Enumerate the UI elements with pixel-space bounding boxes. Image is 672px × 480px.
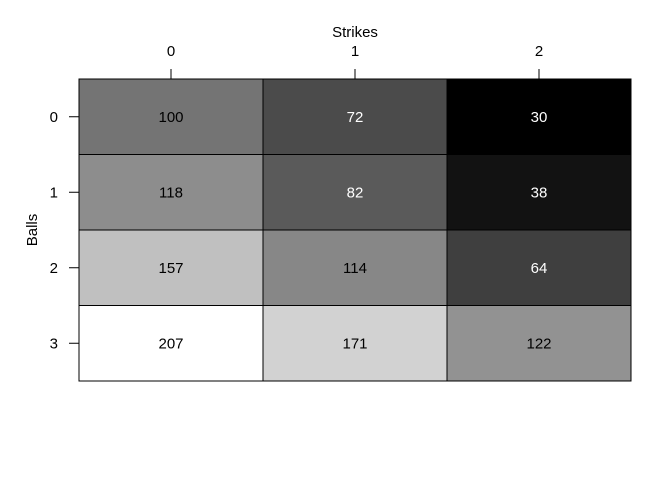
cell-value-label: 122 — [526, 335, 551, 352]
cell-value-label: 118 — [159, 184, 183, 201]
x-axis-top: 0 1 2 — [167, 43, 543, 79]
heatmap-cell-b3-s0 — [78, 305, 264, 382]
heatmap-cell-b1-s2 — [446, 154, 632, 231]
cell-value-label: 171 — [342, 335, 367, 352]
cell-value-label: 207 — [158, 335, 183, 352]
cell-value-label: 30 — [531, 109, 548, 126]
x-tick-label: 0 — [167, 43, 175, 60]
cell-value-label: 157 — [158, 260, 183, 277]
cell-value-label: 100 — [158, 109, 183, 126]
y-axis-left: 0 1 2 3 — [50, 109, 79, 352]
heatmap-cell-b0-s0 — [78, 78, 264, 155]
y-tick-label: 2 — [50, 260, 58, 277]
cell-value-label: 82 — [347, 184, 364, 201]
cell-value-label: 72 — [347, 109, 364, 126]
heatmap-cell-b3-s2 — [446, 305, 632, 382]
cell-value-label: 64 — [531, 260, 548, 277]
y-tick-label: 3 — [50, 335, 58, 352]
heatmap-cell-b1-s1 — [262, 154, 448, 231]
x-tick-label: 1 — [351, 43, 359, 60]
x-tick-label: 2 — [535, 43, 543, 60]
x-axis-title: Strikes — [332, 24, 378, 41]
cell-value-label: 38 — [531, 184, 548, 201]
y-tick-label: 1 — [50, 184, 58, 201]
cell-value-label: 114 — [343, 260, 367, 277]
cell-value-labels: 100 72 30 118 82 38 157 114 64 207 171 122 — [158, 109, 551, 353]
heatmap-cell-b0-s1 — [262, 78, 448, 155]
heatmap-cells — [78, 78, 632, 382]
heatmap-cell-b2-s1 — [262, 229, 448, 306]
y-tick-label: 0 — [50, 109, 58, 126]
y-axis-title: Balls — [24, 214, 41, 247]
heatmap-cell-b1-s0 — [78, 154, 264, 231]
